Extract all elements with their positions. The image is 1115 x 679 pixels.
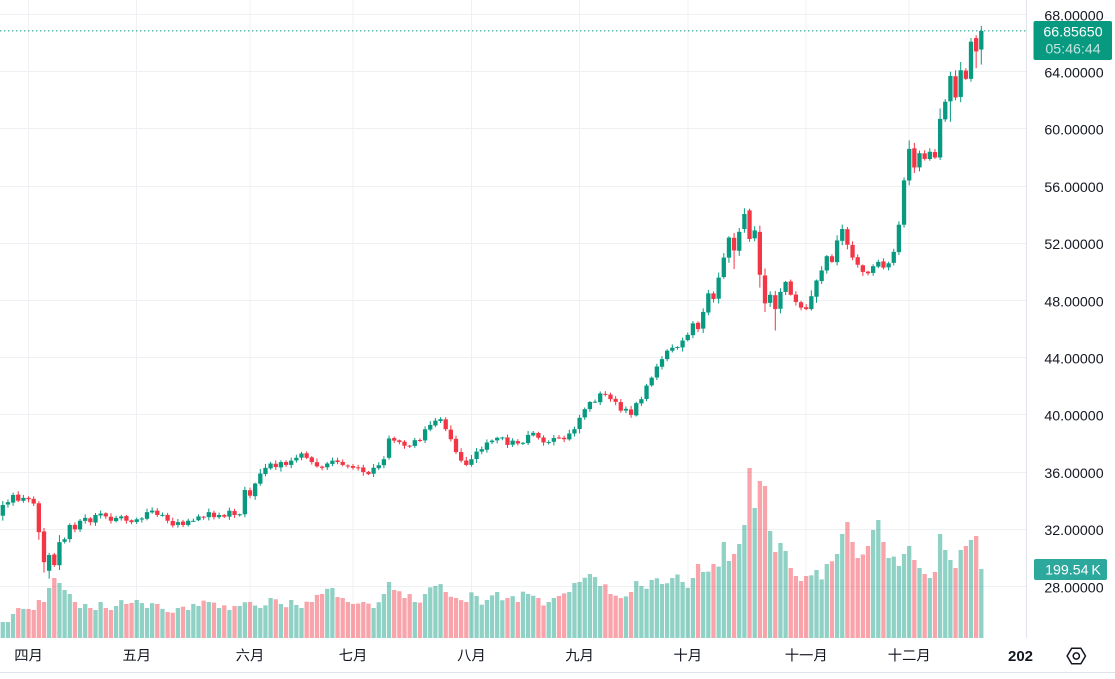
svg-text:52.00000: 52.00000 [1044,237,1103,253]
svg-text:64.00000: 64.00000 [1044,66,1103,82]
svg-text:44.00000: 44.00000 [1044,352,1103,368]
svg-text:32.00000: 32.00000 [1044,523,1103,539]
svg-text:68.00000: 68.00000 [1044,8,1103,24]
svg-text:48.00000: 48.00000 [1044,294,1103,310]
svg-text:56.00000: 56.00000 [1044,180,1103,196]
svg-text:202: 202 [1008,648,1033,665]
svg-text:05:46:44: 05:46:44 [1045,42,1100,58]
svg-text:66.85650: 66.85650 [1043,25,1102,41]
svg-text:36.00000: 36.00000 [1044,466,1103,482]
svg-text:28.00000: 28.00000 [1044,580,1103,596]
svg-text:199.54 K: 199.54 K [1045,563,1101,579]
svg-text:40.00000: 40.00000 [1044,409,1103,425]
svg-text:60.00000: 60.00000 [1044,123,1103,139]
